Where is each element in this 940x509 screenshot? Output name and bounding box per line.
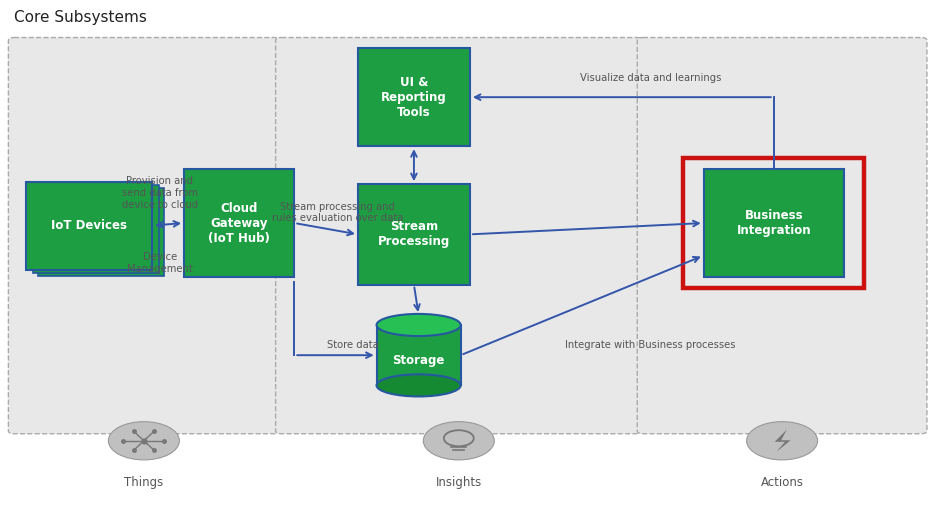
Text: Cloud
Gateway
(IoT Hub): Cloud Gateway (IoT Hub) bbox=[209, 202, 270, 244]
Ellipse shape bbox=[377, 314, 461, 336]
FancyBboxPatch shape bbox=[637, 38, 927, 434]
Bar bbox=[26, 182, 152, 270]
Text: Device
Management: Device Management bbox=[127, 252, 193, 274]
Text: Core Subsystems: Core Subsystems bbox=[14, 10, 147, 25]
Text: Actions: Actions bbox=[760, 476, 804, 489]
Text: Visualize data and learnings: Visualize data and learnings bbox=[580, 73, 721, 83]
Circle shape bbox=[108, 421, 180, 460]
Text: Stream
Processing: Stream Processing bbox=[378, 220, 450, 248]
Text: Storage: Storage bbox=[392, 354, 445, 366]
FancyBboxPatch shape bbox=[275, 38, 642, 434]
Bar bbox=[358, 184, 470, 285]
Ellipse shape bbox=[377, 374, 461, 397]
Text: UI &
Reporting
Tools: UI & Reporting Tools bbox=[381, 76, 446, 119]
Bar bbox=[683, 158, 865, 288]
Text: Integrate with Business processes: Integrate with Business processes bbox=[565, 340, 736, 350]
Bar bbox=[184, 169, 294, 277]
Text: Provision and
send data from
device to cloud: Provision and send data from device to c… bbox=[121, 177, 197, 210]
Bar bbox=[377, 325, 461, 385]
Circle shape bbox=[746, 421, 818, 460]
Text: Insights: Insights bbox=[435, 476, 482, 489]
Bar bbox=[358, 48, 470, 146]
Text: Stream processing and
rules evaluation over data: Stream processing and rules evaluation o… bbox=[272, 202, 403, 223]
Text: IoT Devices: IoT Devices bbox=[51, 219, 127, 232]
Circle shape bbox=[423, 421, 494, 460]
Bar bbox=[39, 188, 164, 276]
Text: Store data: Store data bbox=[327, 340, 379, 350]
Text: Things: Things bbox=[124, 476, 164, 489]
FancyBboxPatch shape bbox=[8, 38, 279, 434]
Polygon shape bbox=[775, 430, 791, 452]
Bar bbox=[704, 169, 844, 277]
Bar bbox=[33, 185, 159, 273]
Text: Business
Integration: Business Integration bbox=[736, 209, 811, 237]
